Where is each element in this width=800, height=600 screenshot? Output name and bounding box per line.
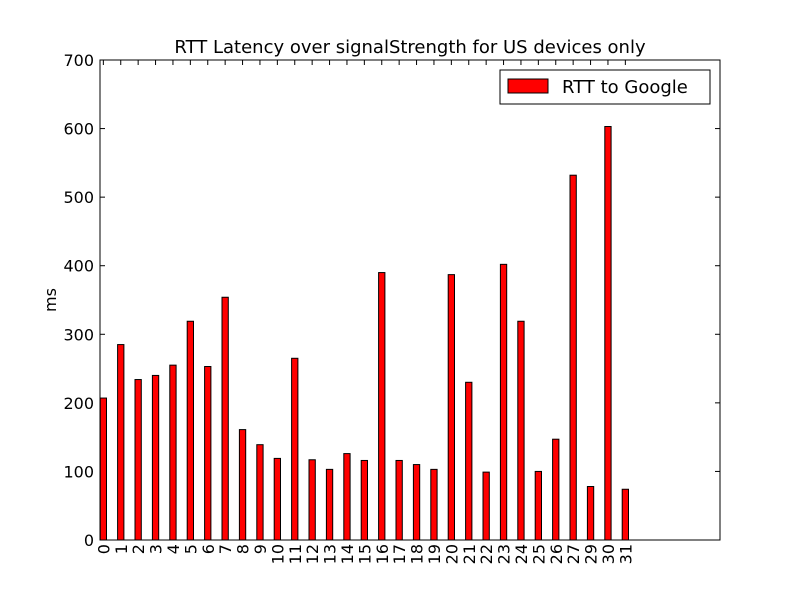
bar [447,274,456,541]
x-tick-label: 27 [564,544,583,564]
bar [552,438,560,541]
x-tick-label: 22 [477,544,496,564]
bar [569,174,577,541]
x-tick-label: 7 [216,544,235,554]
x-tick-label: 13 [321,544,340,564]
bar [604,126,612,541]
y-tick-label: 500 [63,188,94,207]
x-tick-label: 14 [338,544,357,564]
bar [430,468,438,541]
y-axis-label: ms [41,288,60,312]
y-tick-label: 600 [63,120,94,139]
y-tick-label: 200 [63,394,94,413]
x-tick-label: 20 [442,544,461,564]
bar [412,464,421,541]
bar [482,471,490,541]
x-tick-label: 17 [390,544,409,564]
bar [291,357,299,541]
bar [134,379,142,541]
x-tick-label: 1 [112,544,131,554]
bar [186,320,194,541]
x-tick-label: 2 [129,544,148,554]
bar [117,344,125,541]
bar [499,263,508,541]
legend-label: RTT to Google [562,77,688,98]
x-tick-label: 10 [268,544,287,564]
x-tick-label: 30 [599,544,618,564]
x-tick-label: 19 [425,544,444,564]
x-tick-label: 18 [408,544,427,564]
legend-swatch [507,78,549,94]
bars-group [99,126,630,541]
x-tick-label: 15 [355,544,374,564]
y-tick-label: 100 [63,462,94,481]
bar [360,459,369,541]
x-tick-label: 9 [251,544,270,554]
bar [586,486,595,541]
bar [169,364,177,541]
bar [534,470,543,541]
x-tick-label: 23 [495,544,514,564]
bar [308,459,316,541]
bar [204,366,212,541]
bar [221,296,229,541]
bar [273,457,282,541]
bar [517,320,525,541]
x-tick-label: 26 [547,544,566,564]
x-tick-label: 31 [616,544,635,564]
bar [621,488,630,541]
x-tick-label: 16 [373,544,392,564]
y-tick-label: 700 [63,51,94,70]
x-tick-label: 0 [94,544,113,554]
x-tick-label: 12 [303,544,322,564]
axis-ticks: 0100200300400500600700012345678910111213… [63,51,720,564]
bar [256,444,264,541]
y-tick-label: 0 [84,531,94,550]
plot-frame [99,59,721,541]
x-tick-label: 8 [234,544,253,554]
y-tick-label: 400 [63,257,94,276]
x-tick-label: 5 [181,544,200,554]
x-tick-label: 6 [199,544,218,554]
x-tick-label: 29 [582,544,601,564]
chart-title: RTT Latency over signalStrength for US d… [174,37,646,58]
bar [99,397,107,541]
x-tick-label: 21 [460,544,479,564]
x-tick-label: 3 [147,544,166,554]
x-tick-label: 4 [164,544,183,554]
bar [151,374,160,541]
bar [238,429,247,541]
x-tick-label: 24 [512,544,531,564]
bar [395,459,403,541]
x-tick-label: 25 [529,544,548,564]
legend: RTT to Google [499,69,711,105]
x-tick-label: 11 [286,544,305,564]
bar [343,453,351,541]
bar [378,272,386,541]
bar [325,468,334,541]
y-tick-label: 300 [63,325,94,344]
bar [465,381,473,541]
